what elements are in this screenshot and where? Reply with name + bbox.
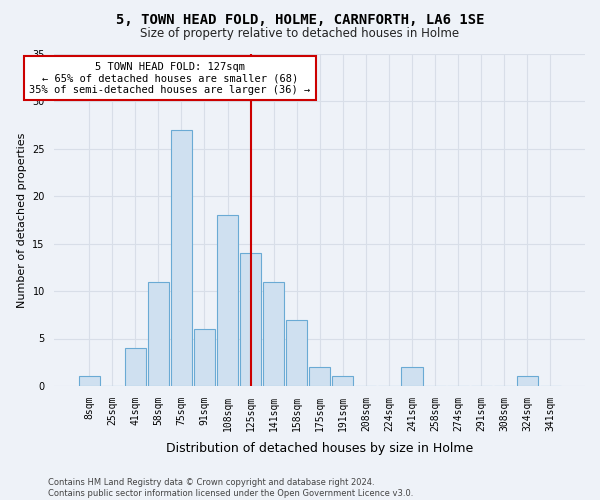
Bar — [517, 376, 538, 386]
Text: 5 TOWN HEAD FOLD: 127sqm
← 65% of detached houses are smaller (68)
35% of semi-d: 5 TOWN HEAD FOLD: 127sqm ← 65% of detach… — [29, 62, 311, 95]
Bar — [263, 282, 284, 386]
Bar — [240, 253, 261, 386]
Bar — [148, 282, 169, 386]
Bar — [217, 215, 238, 386]
Bar — [79, 376, 100, 386]
Y-axis label: Number of detached properties: Number of detached properties — [17, 132, 26, 308]
Bar — [125, 348, 146, 386]
Text: 5, TOWN HEAD FOLD, HOLME, CARNFORTH, LA6 1SE: 5, TOWN HEAD FOLD, HOLME, CARNFORTH, LA6… — [116, 12, 484, 26]
Bar — [332, 376, 353, 386]
Bar — [309, 367, 331, 386]
X-axis label: Distribution of detached houses by size in Holme: Distribution of detached houses by size … — [166, 442, 473, 455]
Bar — [171, 130, 192, 386]
Text: Contains HM Land Registry data © Crown copyright and database right 2024.
Contai: Contains HM Land Registry data © Crown c… — [48, 478, 413, 498]
Bar — [194, 329, 215, 386]
Bar — [286, 320, 307, 386]
Bar — [401, 367, 422, 386]
Text: Size of property relative to detached houses in Holme: Size of property relative to detached ho… — [140, 28, 460, 40]
